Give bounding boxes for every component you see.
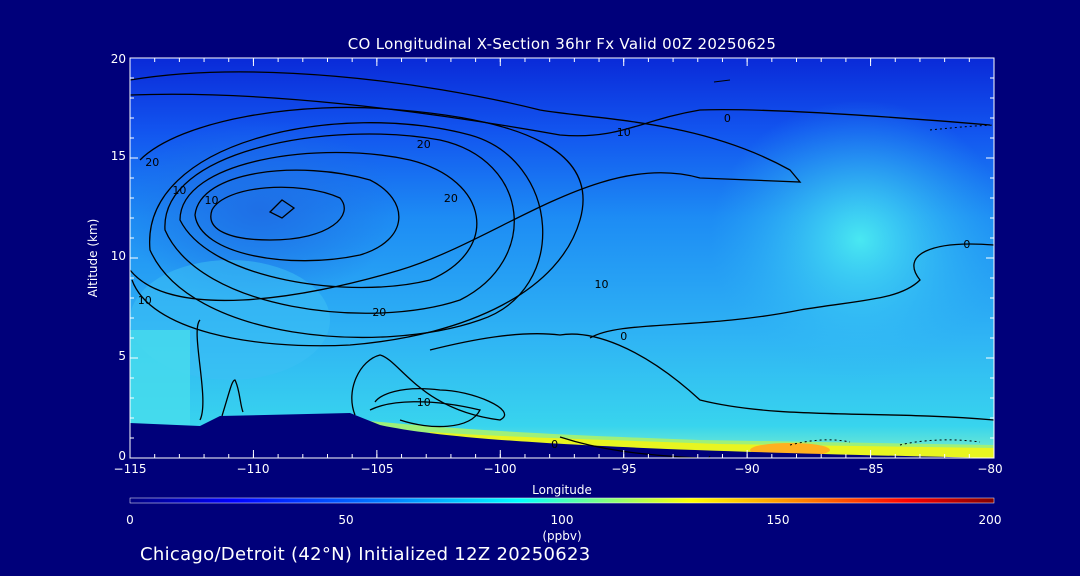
colorbar <box>129 497 995 504</box>
x-tick-label: −110 <box>236 462 270 476</box>
colorbar-tick-label: 150 <box>766 513 790 527</box>
contour-label: 0 <box>620 330 627 343</box>
contour-label: 10 <box>138 294 152 307</box>
contour-label: 20 <box>417 138 431 151</box>
contour-label: 20 <box>145 156 159 169</box>
x-tick-label: −95 <box>611 462 637 476</box>
y-tick-label: 20 <box>110 52 126 66</box>
contour-label: 10 <box>594 278 608 291</box>
terrain-mask <box>130 413 994 458</box>
concentration-field <box>130 58 994 458</box>
contour-labels: 20 10 10 20 20 10 0 0 10 20 10 0 10 0 <box>138 112 971 451</box>
contour-label: 10 <box>417 396 431 409</box>
footer-caption: Chicago/Detroit (42°N) Initialized 12Z 2… <box>140 544 591 565</box>
y-tick-label: 5 <box>118 349 126 363</box>
x-tick-label: −115 <box>113 462 147 476</box>
contour-label: 0 <box>724 112 731 125</box>
chart-title: CO Longitudinal X-Section 36hr Fx Valid … <box>347 35 777 53</box>
colorbar-tick-label: 200 <box>978 513 1002 527</box>
contour-label: 0 <box>551 438 558 451</box>
contour-label: 10 <box>617 126 631 139</box>
x-axis-label: Longitude <box>532 483 592 497</box>
axis-ticks <box>129 57 995 459</box>
colorbar-tick-label: 50 <box>338 513 354 527</box>
x-tick-label: −90 <box>734 462 760 476</box>
colorbar-units: (ppbv) <box>542 529 582 543</box>
contour-label: 20 <box>444 192 458 205</box>
contour-label: 0 <box>963 238 970 251</box>
y-tick-label: 0 <box>118 449 126 463</box>
x-tick-label: −105 <box>360 462 394 476</box>
y-tick-label: 10 <box>110 249 126 263</box>
contour-lines <box>130 71 994 458</box>
contour-label: 10 <box>204 194 218 207</box>
x-tick-label: −80 <box>977 462 1003 476</box>
y-tick-label: 15 <box>110 149 126 163</box>
x-tick-label: −100 <box>483 462 517 476</box>
colorbar-tick-label: 100 <box>550 513 574 527</box>
contour-label: 10 <box>172 184 186 197</box>
x-tick-label: −85 <box>858 462 884 476</box>
contour-label: 20 <box>372 306 386 319</box>
colorbar-tick-label: 0 <box>126 513 134 527</box>
